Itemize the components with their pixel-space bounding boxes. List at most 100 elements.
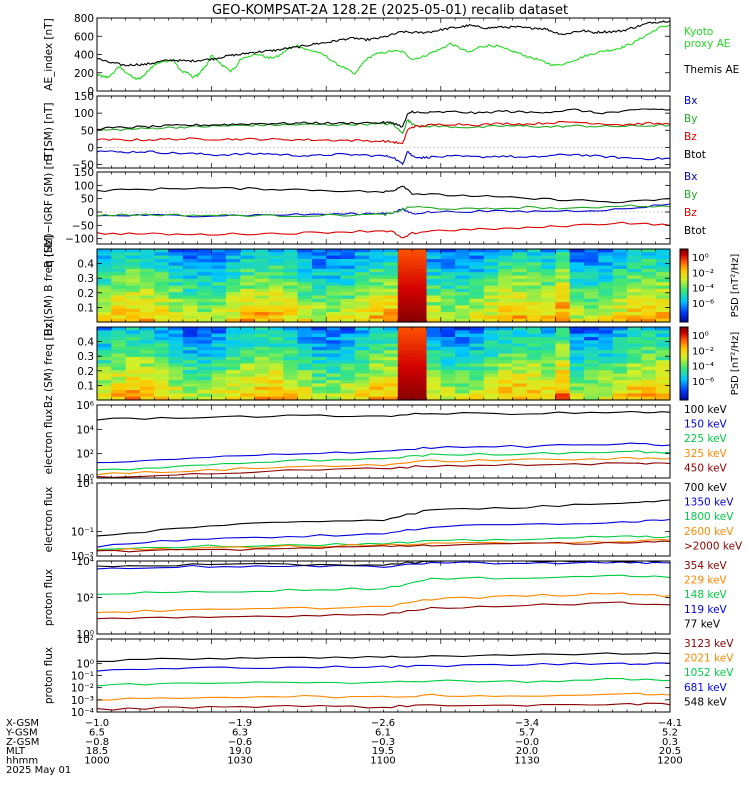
heatmap-cell — [541, 265, 556, 270]
heatmap-cell — [440, 312, 456, 316]
heatmap-cell — [197, 337, 213, 341]
heatmap-cell — [498, 255, 513, 260]
heatmap-cell — [111, 363, 127, 368]
heatmap-cell — [326, 380, 342, 384]
heatmap-cell — [140, 393, 155, 398]
heatmap-cell — [168, 259, 184, 263]
heatmap-cell — [97, 337, 112, 341]
heatmap-cell — [168, 249, 184, 253]
heatmap-cell — [569, 282, 585, 287]
legend-label: 225 keV — [684, 433, 728, 445]
heatmap-cell — [140, 340, 155, 345]
heatmap-cell — [498, 318, 513, 323]
heatmap-cell — [240, 272, 256, 277]
heatmap-cell — [627, 383, 642, 388]
heatmap-cell — [641, 360, 657, 365]
heatmap-cell — [641, 298, 657, 303]
heatmap-cell — [440, 383, 456, 388]
heatmap-cell — [268, 340, 284, 345]
heatmap-cell — [197, 366, 213, 371]
heatmap-cell — [97, 390, 112, 394]
heatmap-cell — [526, 350, 542, 355]
heatmap-cell — [140, 292, 155, 296]
heatmap-cell — [412, 282, 427, 287]
heatmap-cell — [455, 327, 470, 331]
heatmap-cell — [125, 298, 141, 303]
heatmap-cell — [254, 252, 270, 257]
heatmap-cell — [140, 278, 155, 283]
heatmap-cell — [541, 330, 556, 335]
y-tick-label: 0.4 — [77, 259, 94, 271]
y-tick-label: 10⁰ — [76, 658, 94, 670]
heatmap-cell — [182, 272, 198, 277]
heatmap-cell — [627, 305, 642, 310]
heatmap-cell — [498, 353, 513, 358]
ephemeris-value: 19.5 — [372, 746, 394, 757]
heatmap-cell — [569, 363, 585, 368]
heatmap-cell — [311, 259, 327, 263]
heatmap-cell — [641, 308, 657, 313]
heatmap-cell — [412, 380, 427, 384]
heatmap-cell — [469, 353, 485, 358]
heatmap-cell — [612, 302, 628, 306]
heatmap-cell — [340, 360, 356, 365]
heatmap-cell — [125, 343, 141, 348]
heatmap-cell — [311, 249, 327, 253]
heatmap-cell — [440, 376, 456, 381]
heatmap-cell — [641, 265, 657, 270]
heatmap-cell — [354, 259, 370, 263]
heatmap-cell — [125, 360, 141, 365]
colorbar-step — [680, 331, 688, 335]
heatmap-cell — [140, 380, 155, 384]
heatmap-cell — [584, 305, 599, 310]
heatmap-cell — [612, 343, 628, 348]
heatmap-cell — [512, 288, 528, 293]
heatmap-cell — [483, 360, 499, 365]
heatmap-cell — [211, 330, 227, 335]
heatmap-cell — [526, 356, 542, 361]
heatmap-cell — [125, 295, 141, 300]
heatmap-cell — [440, 315, 456, 320]
heatmap-cell — [383, 252, 399, 257]
heatmap-cell — [182, 393, 198, 398]
heatmap-cell — [397, 330, 413, 335]
heatmap-cell — [268, 346, 284, 351]
heatmap-cell — [426, 259, 442, 263]
heatmap-cell — [297, 333, 313, 338]
heatmap-cell — [125, 333, 141, 338]
heatmap-cell — [483, 386, 499, 391]
heatmap-cell — [140, 295, 155, 300]
heatmap-cell — [412, 275, 427, 280]
heatmap-cell — [197, 380, 213, 384]
heatmap-cell — [340, 282, 356, 287]
heatmap-cell — [469, 380, 485, 384]
heatmap-cell — [326, 360, 342, 365]
heatmap-cell — [526, 298, 542, 303]
heatmap-cell — [498, 278, 513, 283]
heatmap-cell — [268, 249, 284, 253]
heatmap-cell — [111, 288, 127, 293]
heatmap-cell — [440, 346, 456, 351]
heatmap-cell — [168, 390, 184, 394]
heatmap-cell — [225, 302, 241, 306]
heatmap-cell — [655, 337, 671, 341]
heatmap-cell — [326, 298, 342, 303]
legend-label: Bz — [684, 207, 697, 219]
heatmap-cell — [426, 370, 442, 374]
heatmap-cell — [612, 333, 628, 338]
heatmap-cell — [369, 259, 385, 263]
heatmap-cell — [254, 292, 270, 296]
heatmap-cell — [326, 330, 342, 335]
heatmap-cell — [555, 346, 571, 351]
heatmap-cell — [168, 305, 184, 310]
heatmap-cell — [440, 333, 456, 338]
heatmap-cell — [498, 295, 513, 300]
heatmap-cell — [584, 285, 599, 290]
heatmap-cell — [168, 295, 184, 300]
heatmap-cell — [211, 272, 227, 277]
heatmap-cell — [140, 337, 155, 341]
heatmap-cell — [182, 340, 198, 345]
heatmap-cell — [211, 346, 227, 351]
heatmap-cell — [569, 366, 585, 371]
heatmap-cell — [569, 275, 585, 280]
